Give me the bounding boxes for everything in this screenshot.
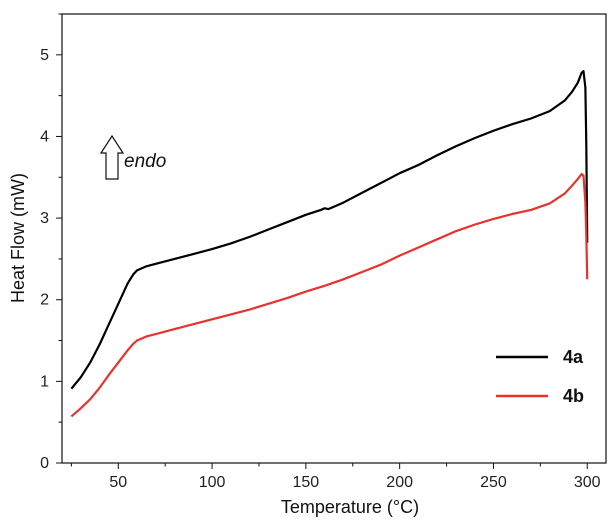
plot-frame	[61, 13, 607, 464]
x-tick-label: 250	[480, 474, 507, 491]
up-arrow-icon	[99, 134, 125, 180]
series-line-4b	[70, 172, 589, 418]
y-tick-label: 4	[40, 128, 49, 145]
y-tick-label: 2	[40, 292, 49, 309]
y-axis-title: Heat Flow (mW)	[8, 173, 28, 303]
y-tick-label: 5	[40, 47, 49, 64]
legend-label-4a: 4a	[563, 347, 584, 367]
x-tick-label: 50	[109, 474, 127, 491]
x-tick-label: 150	[293, 474, 320, 491]
y-tick-label: 3	[40, 210, 49, 227]
legend: 4a 4b	[496, 347, 584, 406]
x-axis-title: Temperature (°C)	[281, 497, 419, 517]
y-tick-label: 0	[40, 455, 49, 472]
endo-label: endo	[124, 151, 166, 172]
x-tick-label: 300	[574, 474, 601, 491]
y-tick-label: 1	[40, 373, 49, 390]
x-tick-label: 100	[199, 474, 226, 491]
series-layer	[70, 70, 589, 418]
axes: 0 1 2 3 4 5 50 100 150 200 250 300	[40, 13, 607, 491]
series-line-4a	[70, 70, 589, 390]
legend-label-4b: 4b	[563, 386, 584, 406]
x-tick-label: 200	[386, 474, 413, 491]
endo-annotation: endo	[99, 134, 166, 180]
